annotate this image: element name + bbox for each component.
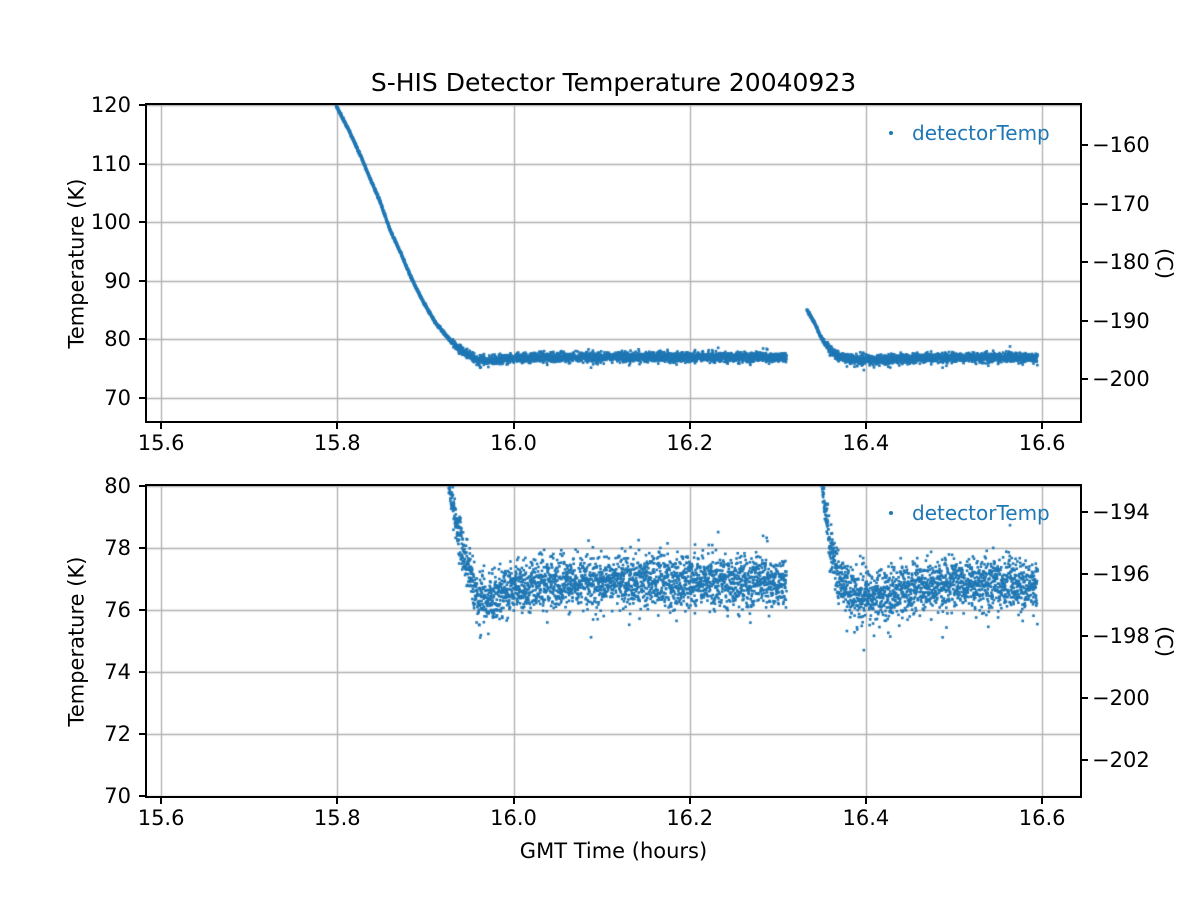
x-tick-label: 16.2 bbox=[666, 806, 714, 830]
y-tick-label-left: 70 bbox=[104, 385, 131, 410]
x-tick-label: 15.8 bbox=[313, 806, 361, 830]
legend-label: detectorTemp bbox=[912, 121, 1050, 145]
y-tick-label-left: 110 bbox=[90, 151, 131, 176]
y-tick-label-right: −200 bbox=[1092, 367, 1150, 392]
chart-title: S-HIS Detector Temperature 20040923 bbox=[370, 68, 857, 97]
legend-label: detectorTemp bbox=[912, 501, 1050, 525]
y-tick-mark-left bbox=[139, 733, 145, 735]
y-tick-mark-right bbox=[1082, 697, 1088, 700]
legend-marker-icon bbox=[889, 131, 893, 135]
bottom-plot-legend: detectorTemp bbox=[889, 501, 1050, 525]
y-tick-mark-right bbox=[1082, 635, 1088, 638]
y-tick-mark-left bbox=[139, 609, 145, 611]
y-tick-mark-left bbox=[139, 221, 145, 224]
y-tick-label-right: −180 bbox=[1092, 250, 1150, 275]
y-tick-label-left: 76 bbox=[104, 598, 131, 622]
y-tick-label-right: −194 bbox=[1092, 500, 1150, 525]
x-axis-label: GMT Time (hours) bbox=[519, 839, 708, 863]
y-tick-mark-left bbox=[139, 104, 145, 106]
top-plot-canvas bbox=[147, 105, 1080, 421]
x-tick-mark bbox=[160, 423, 163, 429]
top-plot-legend: detectorTemp bbox=[889, 121, 1050, 145]
x-tick-mark bbox=[688, 423, 691, 429]
y-tick-mark-right bbox=[1082, 144, 1088, 147]
x-tick-mark bbox=[864, 423, 867, 429]
bottom-plot-y-axis-label-right: (C) bbox=[1152, 625, 1177, 658]
x-tick-mark bbox=[1041, 798, 1044, 804]
x-tick-label: 16.4 bbox=[842, 431, 890, 455]
y-tick-mark-left bbox=[139, 338, 145, 341]
y-tick-label-left: 90 bbox=[104, 268, 131, 293]
x-tick-mark bbox=[512, 423, 515, 429]
x-tick-label: 16.2 bbox=[666, 431, 714, 455]
y-tick-mark-right bbox=[1082, 202, 1088, 205]
y-tick-label-left: 80 bbox=[104, 327, 131, 352]
bottom-plot-canvas bbox=[147, 486, 1080, 796]
y-tick-label-right: −202 bbox=[1092, 748, 1150, 773]
x-tick-label: 16.4 bbox=[842, 806, 890, 830]
x-tick-label: 15.6 bbox=[137, 806, 185, 830]
y-tick-mark-right bbox=[1082, 759, 1088, 762]
y-tick-label-left: 120 bbox=[90, 93, 131, 117]
y-tick-label-right: −160 bbox=[1092, 133, 1150, 158]
x-tick-label: 16.0 bbox=[490, 806, 537, 830]
y-tick-mark-left bbox=[139, 162, 145, 165]
x-tick-label: 16.0 bbox=[490, 431, 537, 455]
y-tick-label-right: −170 bbox=[1092, 191, 1150, 216]
y-tick-label-left: 78 bbox=[104, 536, 131, 560]
y-tick-label-left: 100 bbox=[90, 210, 131, 235]
y-tick-mark-left bbox=[139, 547, 145, 549]
x-tick-label: 16.6 bbox=[1018, 806, 1066, 830]
x-tick-mark bbox=[336, 423, 339, 429]
y-tick-mark-right bbox=[1082, 261, 1088, 264]
y-tick-mark-left bbox=[139, 795, 145, 797]
y-tick-label-left: 72 bbox=[104, 722, 131, 746]
y-tick-label-right: −200 bbox=[1092, 686, 1150, 711]
y-tick-label-right: −196 bbox=[1092, 562, 1150, 587]
bottom-plot-axes bbox=[145, 484, 1082, 798]
y-tick-label-left: 70 bbox=[104, 784, 131, 808]
x-tick-mark bbox=[688, 798, 691, 804]
y-tick-mark-left bbox=[139, 396, 145, 399]
y-tick-mark-left bbox=[139, 485, 145, 487]
x-tick-label: 16.6 bbox=[1018, 431, 1066, 455]
x-tick-label: 15.6 bbox=[137, 431, 185, 455]
y-tick-mark-right bbox=[1082, 319, 1088, 322]
x-tick-mark bbox=[160, 798, 163, 804]
y-tick-mark-right bbox=[1082, 378, 1088, 381]
y-tick-mark-left bbox=[139, 671, 145, 673]
y-tick-label-right: −190 bbox=[1092, 308, 1150, 333]
y-tick-mark-right bbox=[1082, 573, 1088, 576]
x-tick-mark bbox=[864, 798, 867, 804]
y-tick-label-left: 80 bbox=[104, 474, 131, 498]
x-tick-mark bbox=[512, 798, 515, 804]
y-tick-label-left: 74 bbox=[104, 660, 131, 684]
top-plot-axes bbox=[145, 103, 1082, 423]
x-tick-mark bbox=[336, 798, 339, 804]
top-plot-y-axis-label-right: (C) bbox=[1152, 247, 1177, 280]
y-tick-label-right: −198 bbox=[1092, 624, 1150, 649]
x-tick-label: 15.8 bbox=[313, 431, 361, 455]
legend-marker-icon bbox=[889, 511, 893, 515]
y-tick-mark-left bbox=[139, 279, 145, 282]
y-tick-mark-right bbox=[1082, 511, 1088, 514]
x-tick-mark bbox=[1041, 423, 1044, 429]
